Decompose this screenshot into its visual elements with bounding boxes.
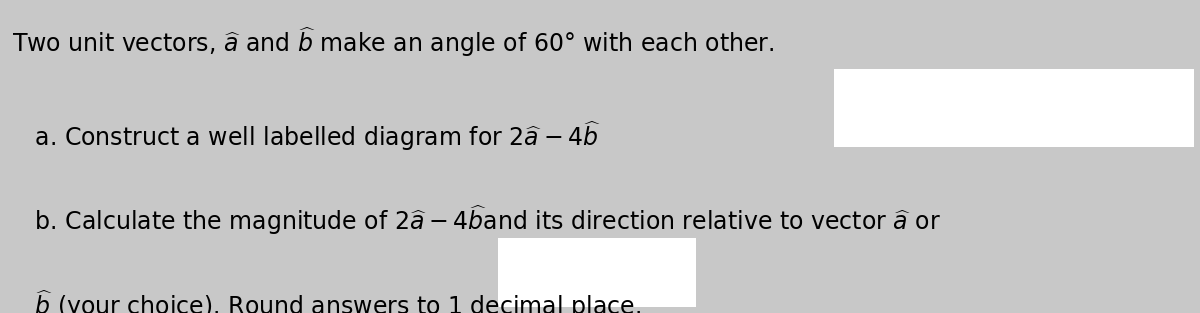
FancyBboxPatch shape <box>498 238 696 307</box>
Text: $\widehat{b}$ (your choice). Round answers to 1 decimal place.: $\widehat{b}$ (your choice). Round answe… <box>12 288 641 313</box>
FancyBboxPatch shape <box>834 69 1194 147</box>
Text: Two unit vectors, $\widehat{a}$ and $\widehat{b}$ make an angle of 60° with each: Two unit vectors, $\widehat{a}$ and $\wi… <box>12 25 774 59</box>
Text: b. Calculate the magnitude of $2\widehat{a} - 4\widehat{b}$and its direction rel: b. Calculate the magnitude of $2\widehat… <box>12 203 941 237</box>
Text: a. Construct a well labelled diagram for $2\widehat{a} - 4\widehat{b}$: a. Construct a well labelled diagram for… <box>12 119 601 153</box>
